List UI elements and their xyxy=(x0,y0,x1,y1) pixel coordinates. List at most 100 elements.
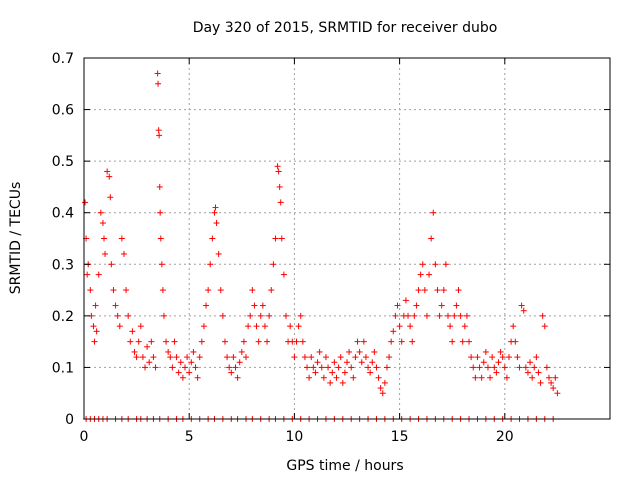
data-point xyxy=(221,338,228,345)
data-points xyxy=(82,70,561,422)
data-point xyxy=(301,354,308,361)
data-point xyxy=(344,359,350,366)
data-point xyxy=(154,70,161,77)
data-point xyxy=(310,364,317,371)
data-point xyxy=(293,338,300,345)
data-point xyxy=(190,348,197,355)
data-point xyxy=(152,364,159,371)
data-point xyxy=(474,354,481,361)
data-point xyxy=(447,323,454,330)
data-point xyxy=(371,348,378,355)
data-point xyxy=(451,312,458,319)
data-point xyxy=(107,194,114,201)
data-point xyxy=(110,287,117,294)
data-point xyxy=(472,374,479,381)
y-tick-label: 0.2 xyxy=(52,309,74,325)
data-point xyxy=(150,354,157,361)
y-tick-label: 0 xyxy=(65,412,74,428)
data-point xyxy=(541,323,548,330)
data-point xyxy=(175,369,182,376)
data-point xyxy=(402,297,409,304)
data-point xyxy=(503,374,510,381)
data-point xyxy=(367,369,374,376)
x-tick-label: 5 xyxy=(185,429,194,445)
data-point xyxy=(99,220,106,227)
data-point xyxy=(476,364,483,371)
data-point xyxy=(409,338,416,345)
data-point xyxy=(531,364,538,371)
data-point xyxy=(277,199,284,206)
data-point xyxy=(453,302,460,309)
data-point xyxy=(90,323,97,330)
data-point xyxy=(463,312,470,319)
data-point xyxy=(171,338,178,345)
data-point xyxy=(207,261,214,268)
chart-title: Day 320 of 2015, SRMTID for receiver dub… xyxy=(193,20,498,36)
data-point xyxy=(438,302,445,309)
data-point xyxy=(87,287,94,294)
data-point xyxy=(249,287,256,294)
data-point xyxy=(188,359,195,366)
data-point xyxy=(146,359,153,366)
data-point xyxy=(92,302,99,309)
data-point xyxy=(415,287,422,294)
data-point xyxy=(331,359,338,366)
data-point xyxy=(169,364,176,371)
data-point xyxy=(295,323,302,330)
data-point xyxy=(350,374,357,381)
data-point xyxy=(129,328,136,335)
data-point xyxy=(379,390,386,397)
data-point xyxy=(543,364,550,371)
data-point xyxy=(493,369,500,376)
data-point xyxy=(278,235,285,242)
data-point xyxy=(539,312,546,319)
data-point xyxy=(524,369,531,376)
data-point xyxy=(173,354,180,361)
data-point xyxy=(106,173,113,180)
data-point xyxy=(155,127,162,134)
data-point xyxy=(436,312,443,319)
data-point xyxy=(535,369,542,376)
data-point xyxy=(192,364,199,371)
data-point xyxy=(133,354,140,361)
data-point xyxy=(259,302,266,309)
data-point xyxy=(426,271,433,278)
data-point xyxy=(362,354,369,361)
data-point xyxy=(388,338,395,345)
data-point xyxy=(163,338,170,345)
data-point xyxy=(495,359,502,366)
data-point xyxy=(213,220,220,227)
data-point xyxy=(108,261,115,268)
data-point xyxy=(470,364,477,371)
data-point xyxy=(234,374,241,381)
data-point xyxy=(118,235,125,242)
y-tick-label: 0.6 xyxy=(52,103,74,119)
data-point xyxy=(407,323,414,330)
data-point xyxy=(186,369,193,376)
data-point xyxy=(253,323,260,330)
data-point xyxy=(247,312,254,319)
data-point xyxy=(497,348,504,355)
data-point xyxy=(139,354,146,361)
data-point xyxy=(159,287,166,294)
data-point xyxy=(390,328,397,335)
data-point xyxy=(529,374,536,381)
data-point xyxy=(392,312,399,319)
data-point xyxy=(97,209,104,216)
data-point xyxy=(251,302,258,309)
data-point xyxy=(308,354,315,361)
data-point xyxy=(177,359,184,366)
data-point xyxy=(167,354,174,361)
data-point xyxy=(518,302,525,309)
data-point xyxy=(325,364,332,371)
data-point xyxy=(91,338,98,345)
data-point xyxy=(430,209,437,216)
data-point xyxy=(184,354,191,361)
data-point xyxy=(554,390,561,397)
data-point xyxy=(217,287,224,294)
data-point xyxy=(369,359,376,366)
data-point xyxy=(514,354,521,361)
data-point xyxy=(156,183,163,190)
data-point xyxy=(243,354,250,361)
data-point xyxy=(276,183,283,190)
